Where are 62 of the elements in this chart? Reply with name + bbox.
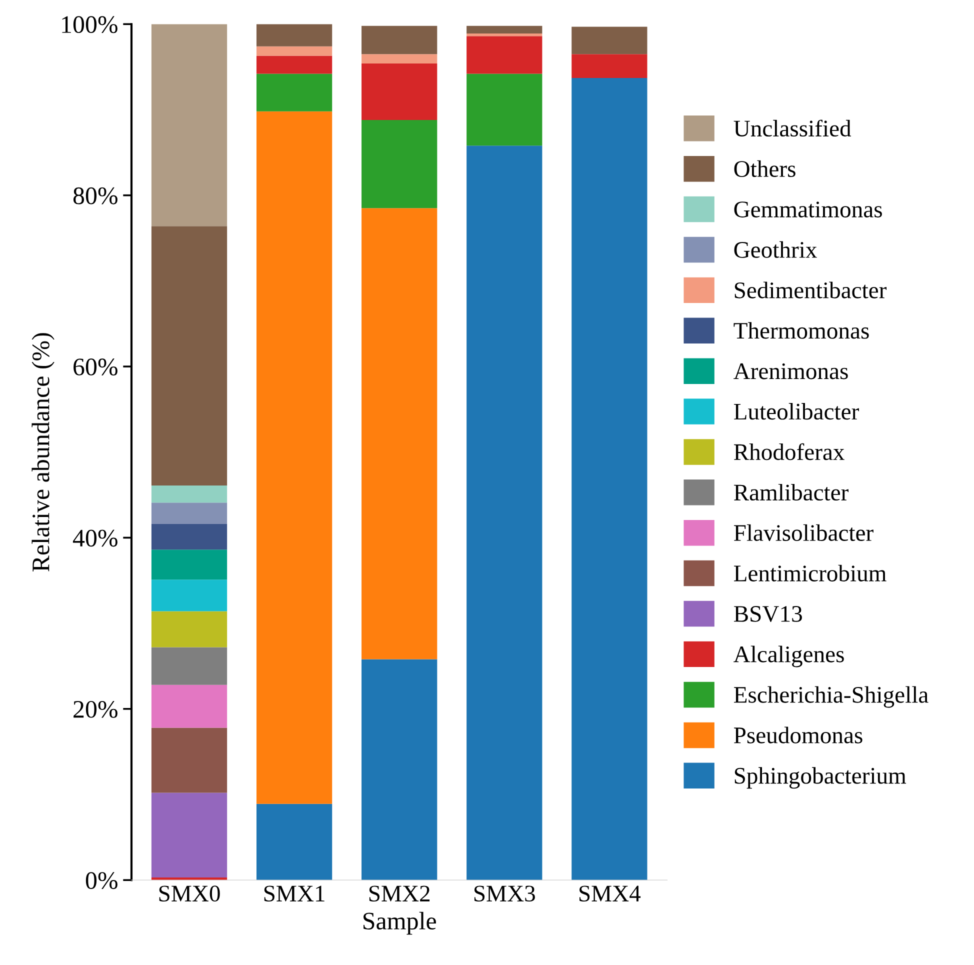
bar (151, 647, 228, 685)
bar (466, 26, 542, 34)
bar (362, 26, 438, 54)
bar (256, 24, 332, 46)
bar (151, 580, 228, 612)
legend-label: Others (734, 160, 796, 177)
bar (362, 64, 438, 120)
legend-label: Luteolibacter (734, 403, 859, 420)
x-tick-label: SMX2 (369, 886, 430, 902)
legend-label: BSV13 (734, 606, 802, 622)
bar (572, 78, 648, 880)
bar (151, 550, 228, 580)
legend-label: Arenimonas (734, 363, 848, 380)
bar (151, 502, 228, 524)
bar (256, 74, 332, 112)
bar (466, 36, 542, 74)
bar (362, 54, 438, 64)
bar (151, 728, 228, 793)
bar (466, 74, 542, 146)
legend-label: Ramlibacter (734, 484, 848, 501)
bar (466, 146, 542, 880)
bar (151, 24, 228, 226)
bar (151, 611, 228, 648)
bar (151, 524, 228, 550)
y-tick-label: 20% (74, 700, 118, 718)
bar (151, 226, 228, 486)
legend-label: Lentimicrobium (734, 564, 886, 582)
legend-label: Flavisolibacter (734, 524, 874, 541)
bar (256, 804, 332, 880)
bar (256, 111, 332, 804)
y-axis-title: Relative abundance (%) (32, 333, 54, 572)
bar (151, 485, 228, 503)
legend-label: Pseudomonas (734, 726, 862, 744)
x-tick-label: SMX0 (159, 886, 220, 902)
legend-label: Unclassified (734, 120, 852, 137)
x-tick-label: SMX4 (580, 886, 641, 902)
y-tick-label: 60% (74, 358, 118, 376)
bar (362, 208, 438, 660)
bar (362, 120, 438, 208)
legend-label: Rhodoferax (734, 443, 844, 460)
x-tick-label: SMX1 (264, 886, 324, 902)
legend-label: Sedimentibacter (734, 282, 887, 298)
bar (151, 792, 228, 878)
bar (256, 56, 332, 74)
legend-label: Alcaligenes (734, 646, 844, 668)
y-tick-label: 100% (62, 16, 118, 34)
y-tick-label: 0% (86, 872, 118, 890)
y-tick-label: 80% (73, 187, 118, 204)
legend-label: Gemmatimonas (734, 202, 882, 218)
legend-label: Sphingobacterium (734, 767, 906, 789)
bar (151, 684, 228, 728)
legend-label: Escherichia-Shigella (734, 686, 928, 708)
legend-label: Geothrix (734, 241, 817, 258)
bar (466, 34, 542, 36)
legend-label: Thermomonas (734, 322, 869, 339)
y-tick-label: 40% (72, 530, 118, 547)
bar (362, 659, 438, 880)
bar (572, 26, 648, 54)
bar (256, 46, 332, 56)
x-axis-title: Sample (364, 912, 436, 935)
bar (572, 54, 648, 78)
x-tick-label: SMX3 (474, 886, 535, 902)
